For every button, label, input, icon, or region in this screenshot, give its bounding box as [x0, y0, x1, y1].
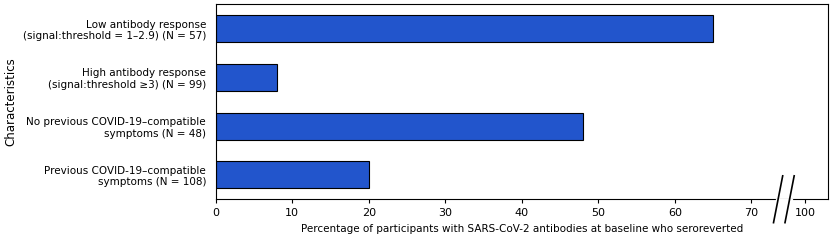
Y-axis label: Characteristics: Characteristics — [4, 57, 17, 146]
Bar — [775, 199, 792, 228]
Bar — [215, 64, 277, 91]
Bar — [215, 113, 583, 139]
Bar — [215, 161, 369, 188]
Bar — [215, 15, 713, 42]
X-axis label: Percentage of participants with SARS-CoV-2 antibodies at baseline who serorevert: Percentage of participants with SARS-CoV… — [300, 224, 743, 234]
